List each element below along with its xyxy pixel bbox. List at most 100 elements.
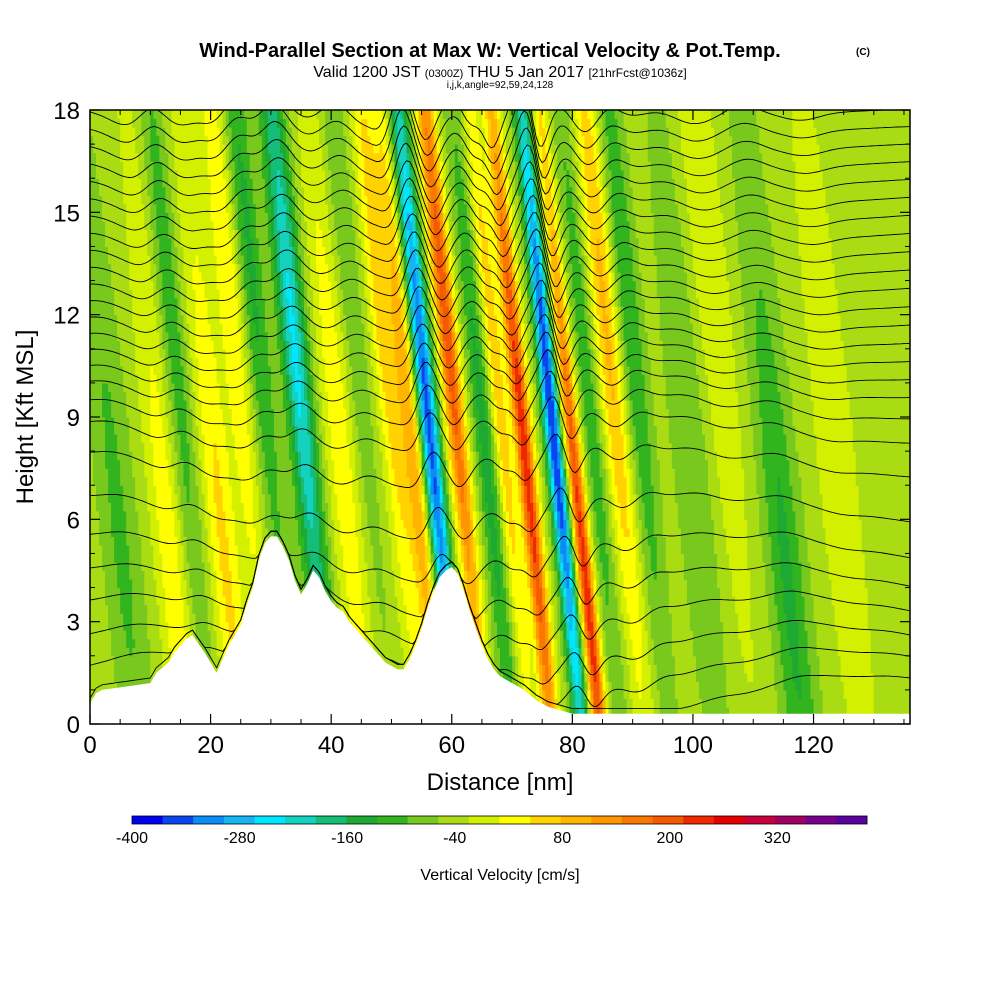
w-cell: [120, 425, 124, 435]
w-cell: [123, 212, 127, 222]
w-cell: [168, 178, 172, 188]
w-cell: [156, 280, 160, 290]
w-cell: [168, 340, 172, 350]
w-cell: [153, 527, 157, 537]
w-cell: [174, 229, 179, 239]
w-cell: [132, 451, 136, 461]
w-cell: [99, 212, 103, 222]
w-cell: [102, 510, 106, 520]
w-cell: [126, 672, 130, 682]
w-cell: [168, 263, 172, 273]
w-cell: [171, 263, 176, 273]
w-cell: [138, 186, 142, 196]
w-cell: [153, 348, 157, 358]
w-cell: [123, 152, 127, 162]
w-cell: [129, 314, 133, 324]
w-cell: [129, 536, 133, 546]
w-cell: [162, 655, 166, 665]
w-cell: [126, 220, 130, 230]
w-cell: [141, 272, 145, 282]
w-cell: [117, 161, 121, 171]
w-cell: [96, 289, 100, 299]
w-cell: [159, 596, 163, 606]
w-cell: [156, 365, 160, 375]
w-cell: [93, 672, 97, 682]
w-cell: [174, 596, 179, 606]
w-cell: [174, 340, 179, 350]
subtitle-indices: i,j,k,angle=92,59,24,128: [447, 80, 554, 91]
w-cell: [162, 331, 166, 341]
w-cell: [105, 579, 109, 589]
w-cell: [126, 246, 130, 256]
w-cell: [150, 263, 154, 273]
w-cell: [141, 212, 145, 222]
w-cell: [96, 613, 100, 623]
w-cell: [138, 178, 142, 188]
w-cell: [108, 110, 112, 120]
w-cell: [108, 502, 112, 512]
w-cell: [117, 561, 121, 572]
w-cell: [147, 672, 151, 682]
w-cell: [111, 425, 115, 435]
w-cell: [99, 323, 103, 333]
w-cell: [96, 297, 100, 307]
w-cell: [117, 306, 121, 316]
w-cell: [123, 630, 127, 640]
w-cell: [93, 220, 97, 230]
w-cell: [108, 365, 112, 375]
w-cell: [105, 323, 109, 333]
w-cell: [135, 630, 139, 640]
w-cell: [126, 664, 130, 674]
w-cell: [114, 391, 118, 401]
w-cell: [174, 374, 179, 384]
w-cell: [126, 203, 130, 213]
w-cell: [156, 382, 160, 393]
w-cell: [120, 664, 124, 674]
w-cell: [159, 442, 163, 452]
w-cell: [111, 382, 115, 393]
w-cell: [165, 476, 169, 486]
w-cell: [141, 220, 145, 230]
w-cell: [102, 451, 106, 461]
w-cell: [120, 144, 124, 154]
w-cell: [96, 382, 100, 393]
w-cell: [126, 442, 130, 452]
w-cell: [162, 544, 166, 555]
w-cell: [150, 272, 154, 282]
w-cell: [108, 348, 112, 358]
w-cell: [150, 476, 154, 486]
w-cell: [114, 280, 118, 290]
w-cell: [141, 630, 145, 640]
w-cell: [114, 655, 118, 665]
w-cell: [120, 391, 124, 401]
w-cell: [171, 451, 176, 461]
w-cell: [132, 664, 136, 674]
w-cell: [132, 229, 136, 239]
w-cell: [159, 229, 163, 239]
w-cell: [138, 348, 142, 358]
w-cell: [147, 587, 151, 597]
w-cell: [138, 365, 142, 375]
w-cell: [150, 306, 154, 316]
w-cell: [129, 306, 133, 316]
w-cell: [99, 647, 103, 657]
w-cell: [123, 118, 127, 128]
w-cell: [90, 536, 94, 546]
w-cell: [114, 425, 118, 435]
w-cell: [135, 442, 139, 452]
w-cell: [156, 459, 160, 469]
w-cell: [165, 604, 169, 614]
w-cell: [132, 468, 136, 478]
w-cell: [147, 391, 151, 401]
w-cell: [165, 340, 169, 350]
w-cell: [144, 553, 148, 563]
w-cell: [102, 365, 106, 375]
w-cell: [102, 169, 106, 179]
w-cell: [102, 434, 106, 444]
w-cell: [135, 118, 139, 128]
w-cell: [156, 434, 160, 444]
w-cell: [111, 672, 115, 682]
w-cell: [156, 374, 160, 384]
w-cell: [114, 306, 118, 316]
w-cell: [132, 536, 136, 546]
